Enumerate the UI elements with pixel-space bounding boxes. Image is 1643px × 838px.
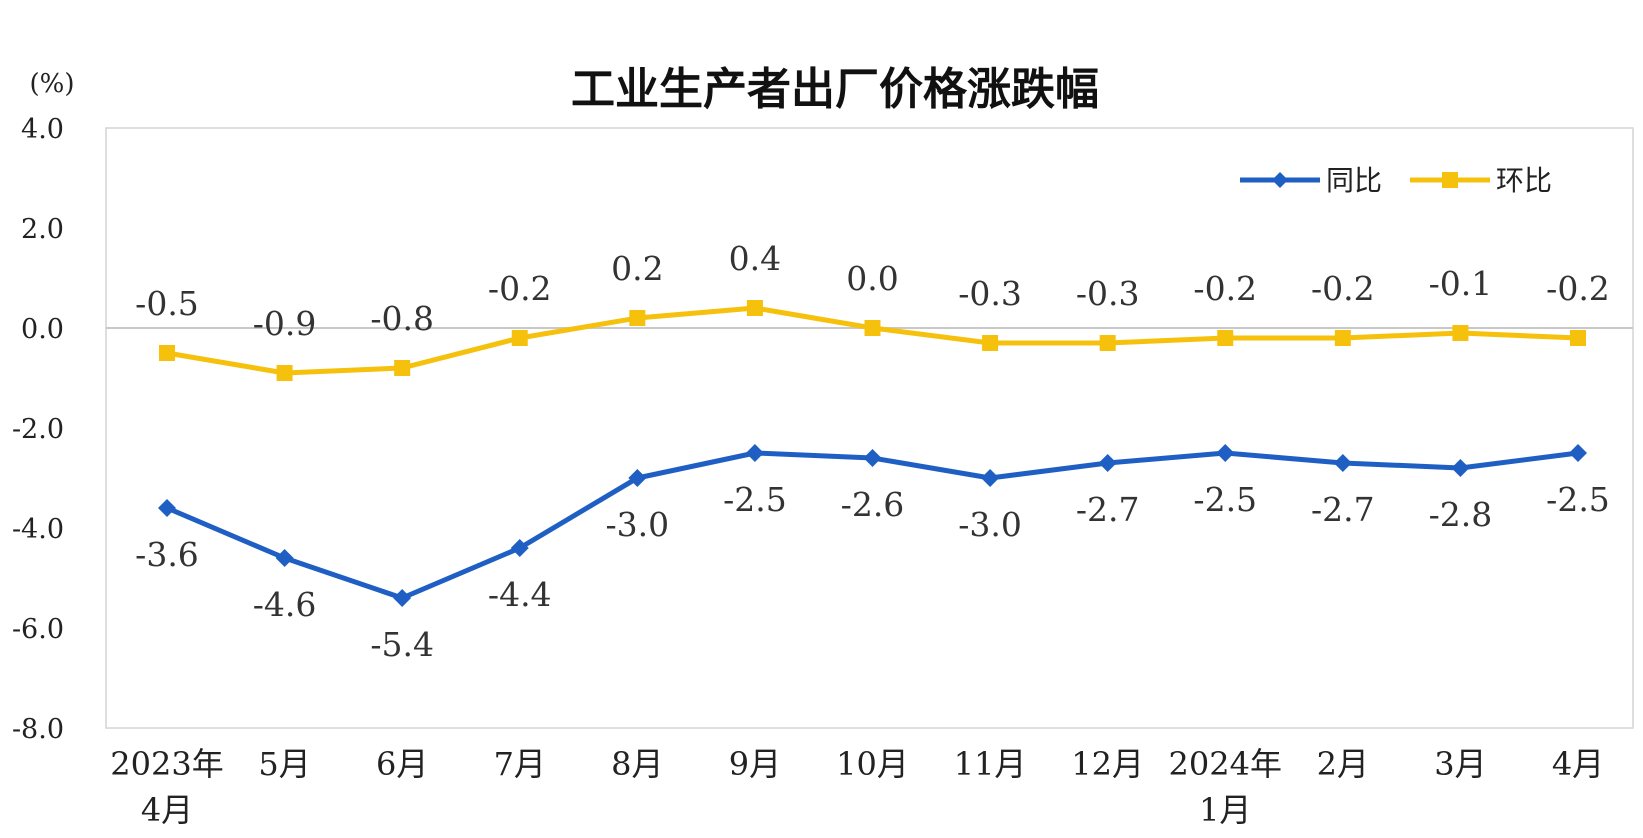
legend: 同比 环比 bbox=[1240, 164, 1552, 197]
x-tick-label: 6月 bbox=[376, 745, 428, 783]
x-tick-line: 2023年 bbox=[110, 745, 223, 783]
data-point bbox=[158, 499, 176, 517]
data-point bbox=[628, 469, 647, 487]
data-point bbox=[394, 360, 411, 376]
data-point bbox=[864, 320, 881, 336]
data-label: -4.6 bbox=[253, 585, 317, 624]
legend-marker bbox=[1442, 172, 1458, 188]
data-label: -2.5 bbox=[1546, 480, 1610, 519]
data-label: -3.6 bbox=[135, 535, 199, 574]
x-tick-label: 7月 bbox=[494, 745, 546, 783]
data-label: -0.2 bbox=[488, 269, 552, 308]
series-layer: -3.6 -4.6 -5.4 -4.4 -3.0 -2.5 -2.6 -3.0 -2.7 -2.5… bbox=[135, 239, 1610, 664]
data-label: -3.0 bbox=[958, 505, 1022, 544]
y-tick-label: -8.0 bbox=[12, 714, 64, 745]
x-tick-label: 5月 bbox=[258, 745, 310, 783]
legend-marker bbox=[1272, 172, 1288, 188]
y-tick-label: 2.0 bbox=[21, 214, 64, 245]
data-point bbox=[746, 300, 763, 316]
x-tick-line: 8月 bbox=[611, 745, 663, 783]
x-tick-line: 5月 bbox=[258, 745, 310, 783]
data-label: -0.2 bbox=[1311, 269, 1375, 308]
data-point bbox=[510, 539, 529, 557]
data-point bbox=[1334, 330, 1351, 346]
data-label: -2.7 bbox=[1076, 490, 1140, 529]
x-tick-line: 7月 bbox=[494, 745, 546, 783]
x-tick-label: 2月 bbox=[1317, 745, 1369, 783]
y-tick-label: -6.0 bbox=[12, 614, 64, 645]
data-label: -2.5 bbox=[723, 480, 787, 519]
data-point bbox=[863, 449, 882, 467]
data-label: -2.5 bbox=[1193, 480, 1257, 519]
data-point bbox=[1452, 325, 1469, 341]
data-label: 0.4 bbox=[729, 239, 781, 278]
y-axis: 4.0 2.0 0.0 -2.0 -4.0 -6.0 -8.0 bbox=[12, 114, 64, 745]
data-point bbox=[1451, 459, 1470, 477]
x-tick-label: 10月 bbox=[836, 745, 909, 783]
y-tick-label: 4.0 bbox=[21, 114, 64, 145]
y-tick-label: 0.0 bbox=[21, 314, 64, 345]
x-tick-line: 10月 bbox=[836, 745, 909, 783]
data-point bbox=[1099, 335, 1116, 351]
chart-title: 工业生产者出厂价格涨跌幅 bbox=[571, 64, 1099, 115]
y-tick-label: -4.0 bbox=[12, 514, 64, 545]
x-tick-line: 1月 bbox=[1199, 791, 1251, 829]
data-point bbox=[745, 444, 764, 462]
x-tick-line: 6月 bbox=[376, 745, 428, 783]
plot-area bbox=[105, 127, 1634, 729]
data-point bbox=[393, 589, 412, 607]
data-label: -0.5 bbox=[135, 284, 199, 323]
data-point bbox=[159, 345, 175, 361]
data-point bbox=[981, 469, 1000, 487]
x-tick-label: 8月 bbox=[611, 745, 663, 783]
x-tick-label: 12月 bbox=[1071, 745, 1144, 783]
x-tick-line: 9月 bbox=[729, 745, 781, 783]
data-label: -2.7 bbox=[1311, 490, 1375, 529]
data-point bbox=[982, 335, 999, 351]
x-tick-line: 12月 bbox=[1071, 745, 1144, 783]
data-label: -0.3 bbox=[1076, 274, 1140, 313]
data-point bbox=[1570, 330, 1586, 346]
data-label: -4.4 bbox=[488, 575, 552, 614]
x-tick-line: 2024年 bbox=[1169, 745, 1282, 783]
data-label: -5.4 bbox=[370, 625, 434, 664]
x-axis: 2023年 4月 5月 6月 7月 8月 9月 10月 11月 12月 2024年 1月 2月 3月 4月 bbox=[110, 745, 1604, 829]
x-tick-line: 11月 bbox=[954, 745, 1027, 783]
data-label: 0.0 bbox=[846, 259, 898, 298]
data-point bbox=[275, 549, 294, 567]
data-point bbox=[1098, 454, 1117, 472]
x-tick-line: 3月 bbox=[1434, 745, 1486, 783]
data-label: -3.0 bbox=[606, 505, 670, 544]
x-tick-line: 4月 bbox=[141, 791, 193, 829]
data-point bbox=[629, 310, 646, 326]
data-label: -2.8 bbox=[1429, 495, 1493, 534]
data-label: -0.3 bbox=[958, 274, 1022, 313]
legend-label: 环比 bbox=[1496, 164, 1552, 197]
x-tick-label: 11月 bbox=[954, 745, 1027, 783]
data-point bbox=[1216, 444, 1235, 462]
data-label: -0.9 bbox=[253, 304, 317, 343]
x-tick-label: 2023年 4月 bbox=[110, 745, 223, 829]
x-tick-label: 4月 bbox=[1552, 745, 1604, 783]
x-tick-label: 3月 bbox=[1434, 745, 1486, 783]
x-tick-line: 4月 bbox=[1552, 745, 1604, 783]
data-label: -0.2 bbox=[1193, 269, 1257, 308]
data-point bbox=[1569, 444, 1587, 462]
data-label: -0.1 bbox=[1429, 264, 1493, 303]
data-label: -2.6 bbox=[841, 485, 905, 524]
data-point bbox=[276, 365, 293, 381]
legend-label: 同比 bbox=[1326, 164, 1382, 197]
data-label: -0.2 bbox=[1546, 269, 1610, 308]
data-point bbox=[1217, 330, 1234, 346]
x-tick-line: 2月 bbox=[1317, 745, 1369, 783]
y-unit-label: (%) bbox=[30, 69, 75, 99]
data-point bbox=[1333, 454, 1352, 472]
y-tick-label: -2.0 bbox=[12, 414, 64, 445]
x-tick-label: 2024年 1月 bbox=[1169, 745, 1282, 829]
x-tick-label: 9月 bbox=[729, 745, 781, 783]
data-label: 0.2 bbox=[611, 249, 663, 288]
data-label: -0.8 bbox=[370, 299, 434, 338]
data-point bbox=[511, 330, 528, 346]
